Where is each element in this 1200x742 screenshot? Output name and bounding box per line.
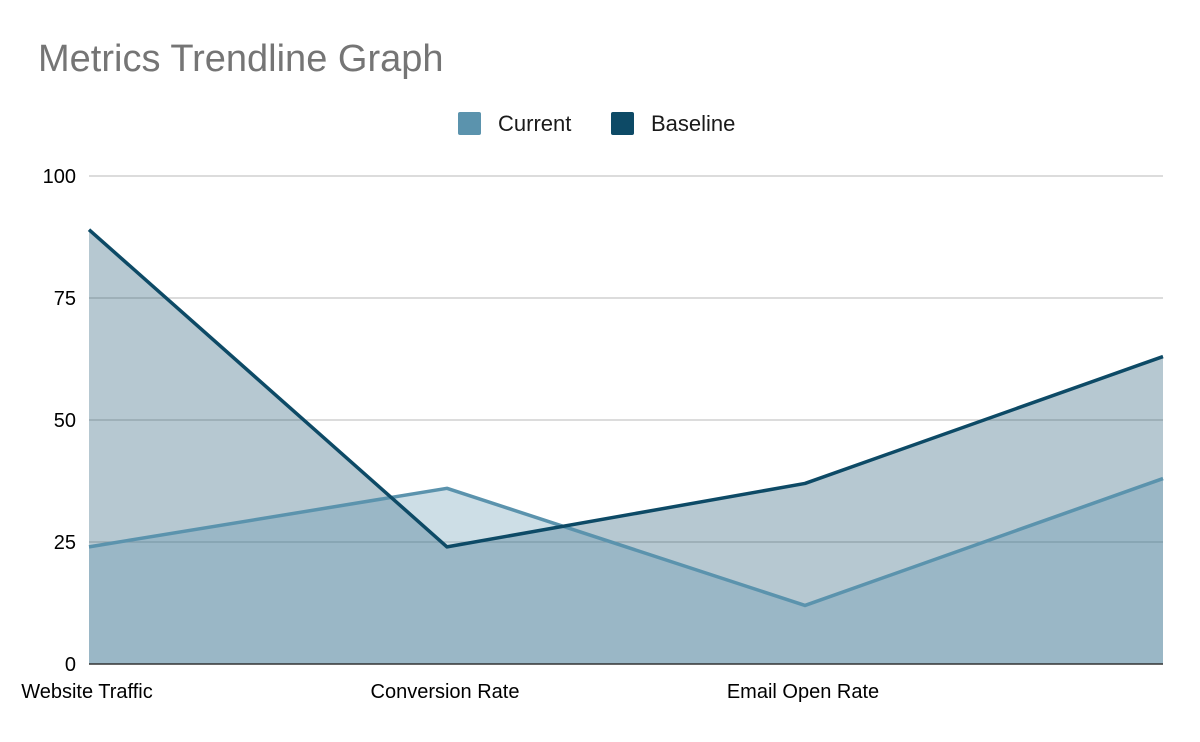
series-lines — [87, 228, 1164, 608]
x-tick-label: Website Traffic — [21, 681, 153, 703]
legend-label: Baseline — [651, 111, 735, 136]
line-current — [88, 476, 1164, 608]
chart-title: Metrics Trendline Graph — [38, 38, 444, 80]
x-tick-label: Conversion Rate — [371, 681, 520, 703]
y-tick-label: 50 — [54, 410, 76, 432]
legend-label: Current — [498, 111, 571, 136]
y-tick-label: 75 — [54, 288, 76, 310]
x-tick-label: Email Open Rate — [727, 681, 879, 703]
legend-swatch — [458, 112, 481, 135]
legend-swatch — [611, 112, 634, 135]
area-baseline — [89, 229, 1163, 664]
series-areas — [89, 229, 1163, 664]
legend-item-current: Current — [458, 111, 571, 136]
y-tick-label: 25 — [54, 532, 76, 554]
legend-item-baseline: Baseline — [611, 111, 735, 136]
area-current — [89, 478, 1163, 664]
axes: 0 25 50 75 100 Website Traffic Conversion Rate… — [21, 166, 1163, 703]
legend: Current Baseline — [458, 111, 735, 136]
line-baseline — [87, 228, 1164, 549]
y-tick-label: 0 — [65, 654, 76, 676]
y-tick-label: 100 — [43, 166, 76, 188]
